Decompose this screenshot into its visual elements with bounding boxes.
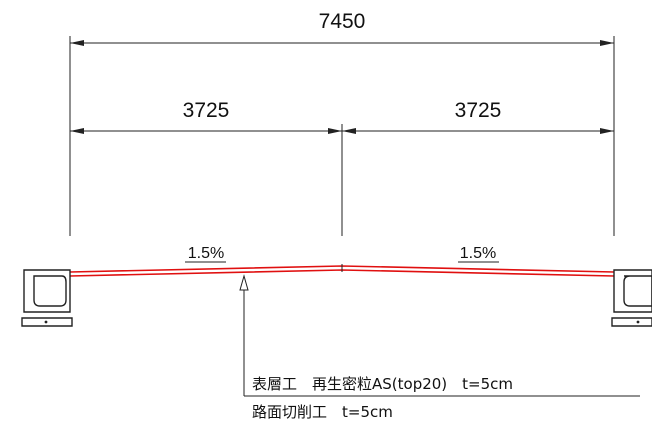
right-slope-label: 1.5% [460,245,496,262]
surface-course-note: 表層工 再生密粒AS(top20) t=5cm [252,375,513,393]
left-curb-mark [44,320,48,324]
half-dimensions: 3725 3725 [70,99,614,236]
overall-left-arrow [70,40,84,46]
right-curb [611,269,652,327]
overall-dimension: 7450 [69,10,615,236]
right-curb-channel [623,275,652,307]
left-curb-base [21,317,73,327]
slope-labels: 1.5% 1.5% [185,245,499,263]
right-curb-outline [613,269,652,313]
left-curb-channel [33,275,67,307]
half-left-arrow-b [328,128,342,134]
left-half-label: 3725 [183,99,230,122]
pavement-profile [69,264,615,277]
left-curb [21,269,73,327]
half-left-arrow-a [70,128,84,134]
overall-right-arrow [600,40,614,46]
half-right-arrow-b [600,128,614,134]
half-right-arrow-a [342,128,356,134]
right-curb-mark [636,320,640,324]
left-slope-label: 1.5% [188,245,224,262]
leader-notes: 表層工 再生密粒AS(top20) t=5cm 路面切削工 t=5cm [239,274,640,421]
left-curb-outline [23,269,71,313]
right-half-label: 3725 [455,99,502,122]
overall-width-label: 7450 [319,10,366,33]
leader-arrowhead [239,274,249,291]
milling-note: 路面切削工 t=5cm [252,403,393,421]
right-curb-base [611,317,652,327]
